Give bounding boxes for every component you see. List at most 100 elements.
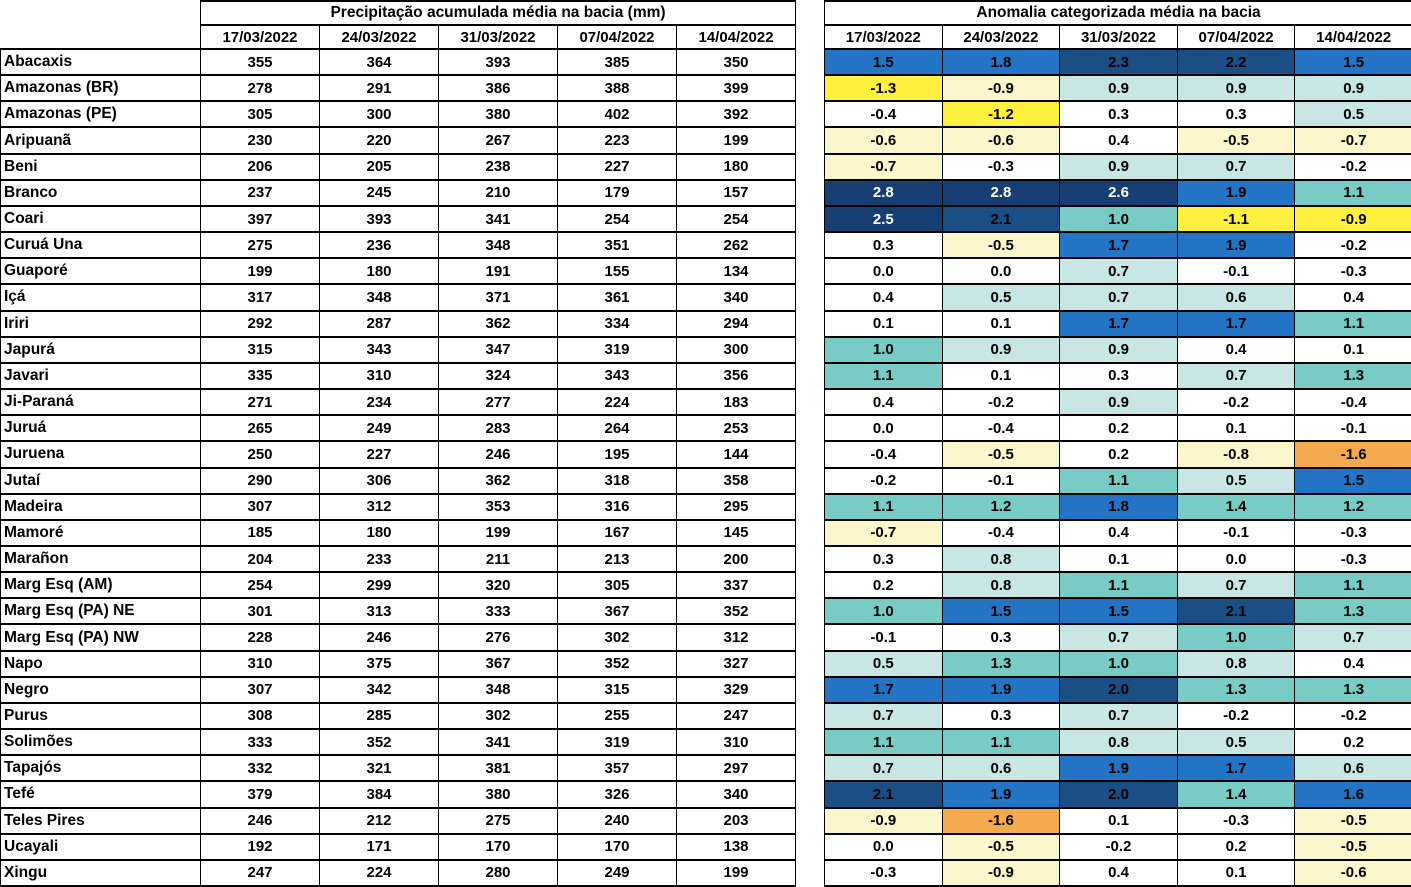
basin-label: Juruá bbox=[0, 414, 201, 443]
precip-value-cell: 315 bbox=[200, 335, 320, 364]
anomaly-value-cell: 0.7 bbox=[1294, 623, 1411, 652]
precip-value-cell: 352 bbox=[557, 649, 677, 678]
date-header: 24/03/2022 bbox=[941, 24, 1061, 50]
precip-value-cell: 340 bbox=[675, 283, 797, 312]
anomaly-value-cell: 2.1 bbox=[1176, 597, 1296, 626]
anomaly-row: -0.3 -0.9 0.4 0.1 -0.6 bbox=[824, 858, 1411, 887]
anomaly-row: 0.0 0.0 0.7 -0.1 -0.3 bbox=[824, 257, 1411, 286]
anomaly-row: 0.1 0.1 1.7 1.7 1.1 bbox=[824, 309, 1411, 338]
precip-value-cell: 327 bbox=[675, 649, 797, 678]
precip-value-cell: 358 bbox=[675, 466, 797, 495]
precip-value-cell: 343 bbox=[557, 361, 677, 391]
anomaly-table-body: 1.5 1.8 2.3 2.2 1.5 -1.3 -0.9 0.9 0.9 0.9 -0.4 -1.2… bbox=[824, 47, 1411, 887]
anomaly-row: -0.4 -0.5 0.2 -0.8 -1.6 bbox=[824, 440, 1411, 469]
anomaly-value-cell: 1.5 bbox=[941, 597, 1061, 626]
anomaly-value-cell: 1.7 bbox=[1176, 309, 1296, 338]
precip-value-cell: 230 bbox=[200, 126, 320, 155]
anomaly-value-cell: -0.2 bbox=[824, 466, 943, 495]
precip-value-cell: 234 bbox=[319, 388, 439, 417]
date-header: 24/03/2022 bbox=[319, 24, 439, 50]
precip-value-cell: 240 bbox=[557, 806, 677, 835]
anomaly-value-cell: 0.9 bbox=[1059, 388, 1178, 417]
anomaly-value-cell: -0.5 bbox=[941, 231, 1061, 260]
anomaly-value-cell: 1.3 bbox=[941, 649, 1061, 678]
precip-value-cell: 316 bbox=[557, 492, 677, 521]
anomaly-value-cell: 0.7 bbox=[1176, 361, 1296, 391]
precipitation-date-header-row: 17/03/2022 24/03/2022 31/03/2022 07/04/2… bbox=[1, 24, 797, 50]
precip-row: Javari 335 310 324 343 356 bbox=[0, 361, 797, 391]
precip-value-cell: 280 bbox=[438, 858, 558, 887]
precip-value-cell: 283 bbox=[438, 414, 558, 443]
anomaly-value-cell: -0.9 bbox=[1294, 204, 1411, 234]
basin-label: Solimões bbox=[0, 728, 201, 757]
anomaly-value-cell: 1.0 bbox=[1059, 649, 1178, 678]
basin-label: Ucayali bbox=[0, 832, 201, 861]
precip-value-cell: 341 bbox=[438, 204, 558, 234]
precip-value-cell: 253 bbox=[675, 414, 797, 443]
anomaly-value-cell: 0.2 bbox=[824, 571, 943, 600]
precip-value-cell: 381 bbox=[438, 754, 558, 783]
basin-label: Iriri bbox=[0, 309, 201, 338]
precip-value-cell: 312 bbox=[319, 492, 439, 521]
anomaly-value-cell: 1.0 bbox=[824, 335, 943, 364]
anomaly-value-cell: 1.1 bbox=[1059, 571, 1178, 600]
precipitation-table: Precipitação acumulada média na bacia (m… bbox=[0, 0, 797, 887]
precip-value-cell: 362 bbox=[438, 309, 558, 338]
anomaly-value-cell: 0.4 bbox=[1294, 649, 1411, 678]
anomaly-value-cell: 1.5 bbox=[1059, 597, 1178, 626]
precip-value-cell: 191 bbox=[438, 257, 558, 286]
precip-value-cell: 192 bbox=[200, 832, 320, 861]
anomaly-value-cell: 0.4 bbox=[1294, 283, 1411, 312]
anomaly-value-cell: 2.0 bbox=[1059, 675, 1178, 704]
anomaly-value-cell: 1.7 bbox=[1059, 309, 1178, 338]
precip-value-cell: 157 bbox=[675, 178, 797, 207]
precip-value-cell: 145 bbox=[675, 518, 797, 547]
precip-value-cell: 285 bbox=[319, 701, 439, 731]
precip-row: Jutaí 290 306 362 318 358 bbox=[0, 466, 797, 495]
precip-value-cell: 291 bbox=[319, 74, 439, 103]
basin-label: Juruena bbox=[0, 440, 201, 469]
precip-value-cell: 290 bbox=[200, 466, 320, 495]
precip-value-cell: 195 bbox=[557, 440, 677, 469]
precip-value-cell: 310 bbox=[200, 649, 320, 678]
anomaly-value-cell: -0.5 bbox=[941, 440, 1061, 469]
anomaly-value-cell: 0.9 bbox=[941, 335, 1061, 364]
precip-value-cell: 264 bbox=[557, 414, 677, 443]
anomaly-value-cell: 0.8 bbox=[941, 571, 1061, 600]
anomaly-value-cell: 1.9 bbox=[1176, 231, 1296, 260]
precip-row: Juruena 250 227 246 195 144 bbox=[0, 440, 797, 469]
precip-value-cell: 276 bbox=[438, 623, 558, 652]
precip-value-cell: 356 bbox=[675, 361, 797, 391]
precip-value-cell: 180 bbox=[319, 257, 439, 286]
anomaly-value-cell: 0.7 bbox=[1176, 571, 1296, 600]
anomaly-value-cell: -0.2 bbox=[1294, 701, 1411, 731]
basin-label: Napo bbox=[0, 649, 201, 678]
precip-row: Içá 317 348 371 361 340 bbox=[0, 283, 797, 312]
anomaly-value-cell: 2.1 bbox=[941, 204, 1061, 234]
anomaly-value-cell: -0.4 bbox=[1294, 388, 1411, 417]
anomaly-value-cell: 0.3 bbox=[824, 231, 943, 260]
precip-row: Abacaxis 355 364 393 385 350 bbox=[0, 47, 797, 77]
precip-value-cell: 318 bbox=[557, 466, 677, 495]
precip-value-cell: 332 bbox=[200, 754, 320, 783]
precip-value-cell: 236 bbox=[319, 231, 439, 260]
anomaly-value-cell: 0.0 bbox=[1176, 544, 1296, 574]
precip-value-cell: 388 bbox=[557, 74, 677, 103]
basin-label: Purus bbox=[0, 701, 201, 731]
precip-value-cell: 364 bbox=[319, 47, 439, 77]
precip-value-cell: 247 bbox=[675, 701, 797, 731]
anomaly-value-cell: 1.9 bbox=[941, 675, 1061, 704]
precip-value-cell: 238 bbox=[438, 152, 558, 181]
anomaly-value-cell: 0.7 bbox=[824, 701, 943, 731]
anomaly-value-cell: -0.5 bbox=[1294, 806, 1411, 835]
anomaly-row: 1.1 1.2 1.8 1.4 1.2 bbox=[824, 492, 1411, 521]
anomaly-row: 1.7 1.9 2.0 1.3 1.3 bbox=[824, 675, 1411, 704]
basin-label: Marañon bbox=[0, 544, 201, 574]
precip-value-cell: 371 bbox=[438, 283, 558, 312]
precip-value-cell: 254 bbox=[200, 571, 320, 600]
precip-value-cell: 250 bbox=[200, 440, 320, 469]
anomaly-value-cell: 1.0 bbox=[1176, 623, 1296, 652]
date-header: 17/03/2022 bbox=[200, 24, 320, 50]
precip-value-cell: 302 bbox=[557, 623, 677, 652]
precip-value-cell: 352 bbox=[675, 597, 797, 626]
